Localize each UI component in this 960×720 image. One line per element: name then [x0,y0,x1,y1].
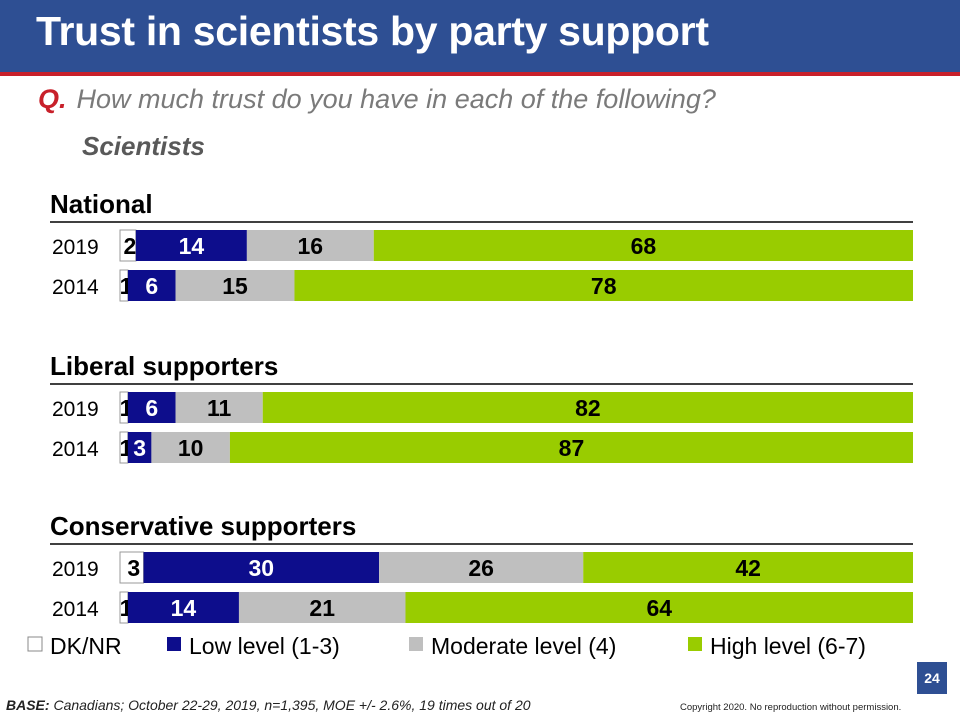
bar-value-label: 87 [559,435,585,461]
bar-value-label: 3 [127,555,140,581]
bar-segment-moderate [151,432,230,463]
bar-segment-low [127,592,239,623]
bar-value-label: 6 [145,273,158,299]
bar-segment-low [127,270,176,301]
bar-segment-low [127,392,176,423]
slide-title: Trust in scientists by party support [36,8,709,54]
bar-value-label: 42 [735,555,761,581]
bar-value-label: 68 [631,233,657,259]
legend-swatch-dk-nr [27,636,43,652]
bar-segment-high [373,230,913,261]
year-label-2019: 2019 [52,398,99,421]
bar-segment-low [143,552,380,583]
legend-swatch-high [688,637,702,651]
question-subject: Scientists [82,131,205,161]
bar-value-label: 78 [591,273,617,299]
bar-segment-high [294,270,914,301]
bar-segment-low [135,230,247,261]
bar-segment-moderate [175,392,263,423]
bar-segment-high [229,432,914,463]
legend-swatch-low [167,637,181,651]
legend-label-high: High level (6-7) [710,633,866,659]
legend-label-moderate: Moderate level (4) [431,633,616,659]
bar-value-label: 16 [298,233,324,259]
bar-value-label: 26 [468,555,494,581]
bar-segment-moderate [379,552,584,583]
bar-value-label: 64 [646,595,672,621]
bar-value-label: 21 [309,595,335,621]
year-label-2014: 2014 [52,276,99,299]
group-title-conservative-supporters: Conservative supporters [50,511,356,541]
year-label-2014: 2014 [52,598,99,621]
legend-label-low: Low level (1-3) [189,633,340,659]
bar-value-label: 2 [124,233,137,259]
legend-swatch-moderate [409,637,423,651]
copyright-notice: Copyright 2020. No reproduction without … [680,702,902,713]
bar-segment-high [405,592,913,623]
question-marker: Q. [38,84,67,114]
page-number: 24 [917,662,947,694]
title-bar: Trust in scientists by party support [0,0,960,72]
bar-value-label: 15 [222,273,248,299]
year-label-2019: 2019 [52,236,99,259]
bar-value-label: 11 [207,395,232,421]
bar-value-label: 30 [249,555,275,581]
bar-segment-moderate [175,270,295,301]
question: Q. How much trust do you have in each of … [38,84,716,115]
bar-segment-high [583,552,913,583]
year-label-2014: 2014 [52,438,99,461]
bar-value-label: 14 [179,233,205,259]
base-text: Canadians; October 22-29, 2019, n=1,395,… [53,697,531,713]
bar-segment-moderate [246,230,374,261]
bar-segment-high [262,392,913,423]
base-note: BASE: Canadians; October 22-29, 2019, n=… [6,697,531,713]
bar-value-label: 6 [145,395,158,421]
year-label-2019: 2019 [52,558,99,581]
bar-value-label: 10 [178,435,204,461]
bar-segment-moderate [238,592,406,623]
bar-value-label: 3 [133,435,146,461]
bar-value-label: 14 [171,595,197,621]
group-title-national: National [50,189,153,219]
bar-value-label: 82 [575,395,601,421]
group-title-liberal-supporters: Liberal supporters [50,351,278,381]
bar-segment-low [127,432,152,463]
legend-label-dk-nr: DK/NR [50,633,122,659]
base-label: BASE: [6,697,50,713]
title-divider [0,72,960,76]
question-text: How much trust do you have in each of th… [76,84,716,114]
